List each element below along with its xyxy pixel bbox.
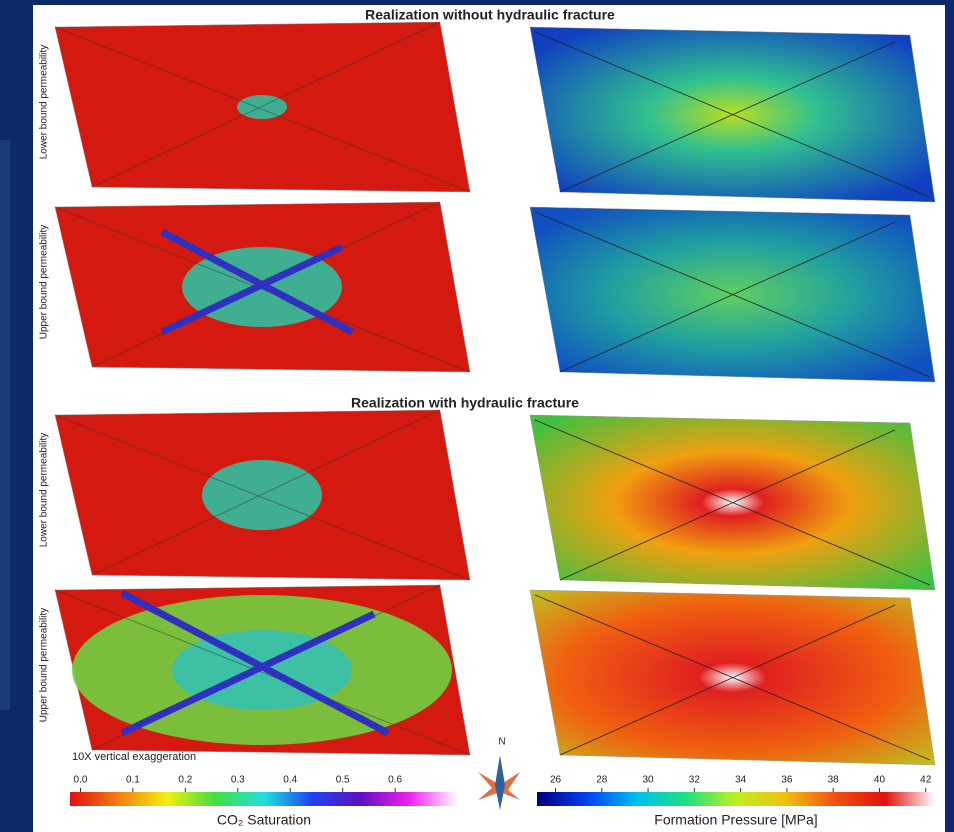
saturation-panel [55, 410, 470, 580]
colorbar-tick-label: 36 [781, 775, 793, 786]
row-label: Lower bound permeability [39, 433, 50, 548]
colorbar-tick-label: 0.0 [74, 775, 88, 786]
colorbar-tick-label: 40 [874, 775, 886, 786]
colorbar-tick-label: 42 [920, 775, 932, 786]
saturation-panel [55, 22, 470, 192]
pressure-panel [530, 207, 935, 382]
colorbar-tick-label: 30 [643, 775, 655, 786]
figure: 10X vertical exaggeration N Realization … [0, 0, 954, 832]
colorbar-tick-label: 0.2 [178, 775, 192, 786]
colorbar-tick-label: 38 [828, 775, 840, 786]
side-strip [0, 140, 10, 710]
saturation-panel [55, 585, 470, 755]
row-label: Lower bound permeability [39, 45, 50, 160]
colorbar [70, 792, 458, 806]
row-label: Upper bound permeability [39, 608, 50, 723]
colorbar-tick-label: 0.6 [388, 775, 402, 786]
compass-label: N [498, 737, 505, 748]
colorbar-label: CO₂ Saturation [217, 812, 311, 828]
colorbar-tick-label: 34 [735, 775, 747, 786]
section-title: Realization with hydraulic fracture [351, 395, 579, 411]
colorbar-tick-label: 0.5 [336, 775, 350, 786]
colorbar-label: Formation Pressure [MPa] [654, 812, 817, 828]
plume [202, 460, 322, 530]
pressure-panel [530, 415, 935, 590]
section-title: Realization without hydraulic fracture [365, 7, 615, 23]
note: 10X vertical exaggeration [72, 751, 196, 763]
pressure-panel [530, 590, 935, 765]
colorbar-tick-label: 32 [689, 775, 701, 786]
colorbar-tick-label: 0.4 [283, 775, 297, 786]
colorbar-tick-label: 26 [550, 775, 562, 786]
pressure-panel [530, 27, 935, 202]
saturation-panel [55, 202, 470, 372]
colorbar-tick-label: 0.1 [126, 775, 140, 786]
plume [237, 95, 287, 119]
colorbar [537, 792, 935, 806]
colorbar-tick-label: 28 [596, 775, 608, 786]
colorbar-tick-label: 0.3 [231, 775, 245, 786]
row-label: Upper bound permeability [39, 225, 50, 340]
